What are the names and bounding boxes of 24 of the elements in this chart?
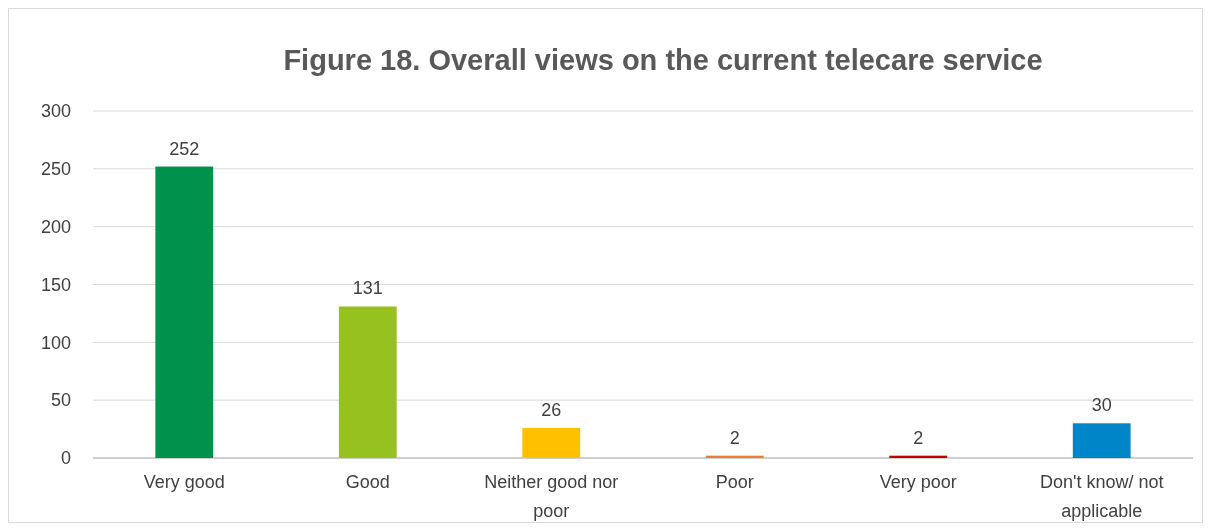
x-tick-label: Don't know/ not applicable xyxy=(1039,472,1164,521)
y-tick-label: 50 xyxy=(50,390,71,411)
x-tick-label: Very good xyxy=(143,472,225,492)
data-label: 2 xyxy=(913,427,924,448)
x-tick-label: Poor xyxy=(715,472,754,492)
y-tick-label: 250 xyxy=(40,159,71,180)
data-label: 30 xyxy=(1091,395,1112,416)
x-tick-label: Good xyxy=(345,472,390,492)
x-tick-label: Very poor xyxy=(879,472,957,492)
y-tick-label: 100 xyxy=(40,332,71,353)
chart-title: Figure 18. Overall views on the current telecare service xyxy=(283,44,1043,76)
bar xyxy=(522,427,581,458)
data-label: 252 xyxy=(169,138,200,159)
y-tick-label: 200 xyxy=(40,216,71,237)
y-tick-label: 150 xyxy=(40,274,71,295)
data-label: 131 xyxy=(352,278,383,299)
data-label: 26 xyxy=(541,399,562,420)
data-label: 2 xyxy=(729,427,740,448)
bar xyxy=(338,306,397,458)
y-tick-label: 0 xyxy=(60,448,71,469)
bar xyxy=(1072,423,1131,458)
y-tick-label: 300 xyxy=(40,101,71,122)
bar xyxy=(155,166,214,458)
x-tick-label: Neither good nor poor xyxy=(484,472,619,521)
